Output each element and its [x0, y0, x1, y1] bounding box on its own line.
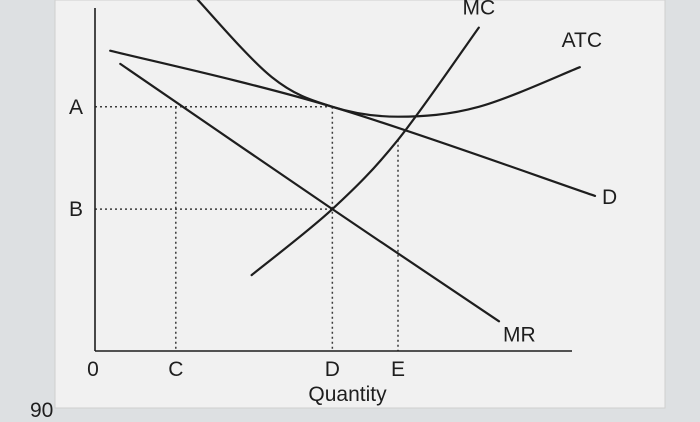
- guide-lines: [95, 106, 399, 351]
- x-tick-label-d: D: [325, 358, 340, 381]
- series-label-mr: MR: [503, 323, 536, 346]
- corner-mark: 90: [30, 399, 53, 422]
- y-tick-label-a: A: [69, 96, 83, 119]
- series-label-mc: MC: [462, 0, 495, 20]
- origin-label: 0: [87, 358, 99, 381]
- curve-atc: [196, 0, 581, 118]
- series-label-atc: ATC: [562, 29, 602, 52]
- axes: [94, 8, 572, 352]
- curves: [109, 0, 597, 323]
- series-label-d: D: [602, 186, 617, 209]
- y-tick-label-b: B: [69, 198, 83, 221]
- x-tick-label-c: C: [168, 358, 183, 381]
- x-tick-label-e: E: [391, 358, 405, 381]
- labels: 0 Quantity 90 D MR MC ATC A B C D E: [30, 0, 617, 422]
- curve-mc: [250, 26, 480, 277]
- x-axis-title: Quantity: [308, 383, 387, 406]
- chart-panel: [54, 0, 666, 409]
